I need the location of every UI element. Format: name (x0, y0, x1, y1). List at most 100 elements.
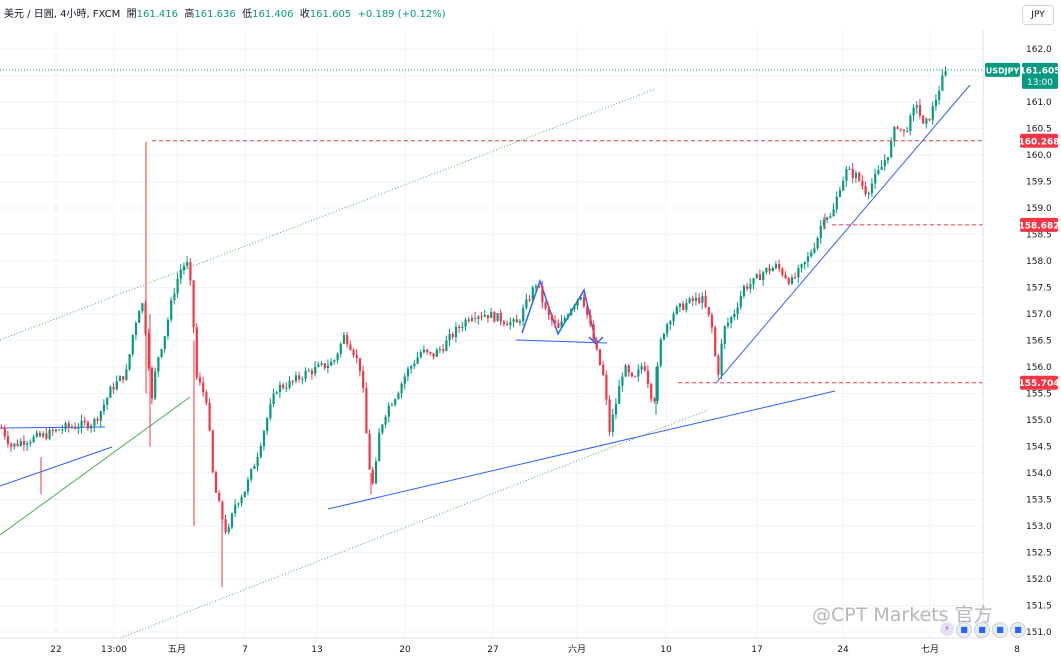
price-axis[interactable]: 162.0161.5161.0160.5160.0159.5159.0158.5… (982, 30, 1061, 657)
candle-body (557, 323, 560, 328)
y-tick-label: 153.5 (1026, 496, 1052, 506)
candle-body (842, 180, 845, 191)
candle-body (774, 263, 778, 268)
candle-body (365, 388, 368, 434)
candle-body (755, 274, 758, 279)
candle-body (592, 324, 595, 341)
us-flag-icon[interactable]: ■ (974, 622, 990, 638)
candle-body (835, 196, 838, 210)
candle-body (22, 441, 26, 445)
us-flag-icon[interactable]: ■ (956, 622, 972, 638)
candle-body (246, 479, 250, 492)
candle-body (326, 365, 330, 369)
candle-body (182, 265, 186, 271)
y-tick-label: 156.0 (1026, 363, 1052, 373)
x-tick-label: 七月 (921, 644, 939, 655)
candle-body (211, 430, 214, 473)
candle-body (80, 420, 83, 428)
candle-body (925, 118, 928, 124)
candle-body (442, 349, 445, 351)
candle-body (787, 278, 790, 284)
x-tick-label: 17 (751, 645, 762, 655)
candle-body (586, 306, 589, 315)
candle-body (58, 429, 61, 431)
candle-body (810, 252, 813, 257)
symbol-tag-text: USDJPY (986, 66, 1020, 75)
candle-body (474, 317, 477, 319)
candle-body (602, 365, 605, 375)
y-tick-label: 151.5 (1026, 602, 1052, 612)
candle-body (83, 420, 86, 423)
candle-body (419, 352, 422, 358)
candle-body (797, 267, 800, 278)
us-flag-icon[interactable]: ■ (1010, 622, 1026, 638)
candle-body (157, 357, 160, 372)
candle-body (77, 427, 80, 429)
candle-body (941, 75, 944, 91)
candle-body (451, 334, 454, 338)
candle-body (896, 127, 899, 129)
candle-body (922, 115, 925, 124)
candle-body (112, 386, 115, 390)
candle-body (733, 313, 736, 318)
candle-body (742, 286, 746, 296)
candle-body (90, 425, 93, 429)
time-axis[interactable]: 22 13:00 五月 7 13 20 27 六月 10 17 24 七月 8 (0, 637, 1020, 655)
candle-body (790, 277, 794, 284)
candle-body (147, 333, 150, 368)
candle-body (378, 432, 381, 462)
candle-body (109, 386, 112, 398)
candle-body (102, 404, 106, 412)
candle-body (781, 268, 784, 275)
y-tick-label: 151.0 (1026, 628, 1052, 638)
lightning-icon[interactable]: ⚡ (940, 622, 954, 636)
channel-mid-line (0, 396, 191, 536)
channel-lower-line (119, 409, 709, 639)
candle-body (640, 366, 643, 370)
candle-body (723, 326, 726, 344)
candle-body (70, 427, 74, 429)
candle-body (560, 321, 563, 328)
candle-body (890, 141, 893, 158)
candle-body (294, 375, 298, 382)
y-tick-label: 158.5 (1026, 231, 1052, 241)
candle-body (544, 302, 547, 309)
change-value: +0.189 (+0.12%) (357, 9, 446, 20)
candle-body (864, 186, 867, 194)
candle-body (701, 296, 704, 303)
candle-body (714, 327, 717, 356)
currency-button[interactable]: JPY (1022, 5, 1054, 25)
y-tick-label: 154.5 (1026, 443, 1052, 453)
candle-body (688, 298, 691, 303)
candle-body (381, 424, 384, 433)
candle-body (458, 326, 461, 328)
us-flag-icon[interactable]: ■ (992, 622, 1008, 638)
candle-body (778, 263, 781, 269)
candle-body (909, 115, 912, 131)
candle-body (582, 296, 586, 307)
candle-body (870, 183, 874, 194)
candle-body (349, 344, 352, 351)
candle-body (550, 314, 554, 321)
candle-body (323, 363, 326, 369)
candle-body (637, 369, 640, 377)
y-tick-label: 161.0 (1026, 98, 1052, 108)
candle-body (765, 268, 768, 273)
candle-body (627, 365, 630, 373)
candle-body (522, 308, 525, 321)
candle-body (906, 130, 909, 132)
candle-body (266, 418, 269, 432)
candle-body (915, 105, 918, 108)
symbol-text[interactable]: 美元 / 日圓, 4小時, FXCM (4, 9, 121, 20)
candle-body (387, 405, 390, 417)
candle-body (438, 349, 442, 351)
candle-body (803, 261, 806, 265)
candle-body (128, 354, 131, 370)
y-tick-label: 160.5 (1026, 125, 1052, 135)
price-labels: 160.268 158.682 155.704 USDJPY 161.605 13:00 (985, 62, 1061, 390)
candle-body (634, 376, 637, 378)
candle-body (762, 272, 765, 281)
candle-body (630, 372, 634, 377)
candle-body (477, 316, 480, 319)
